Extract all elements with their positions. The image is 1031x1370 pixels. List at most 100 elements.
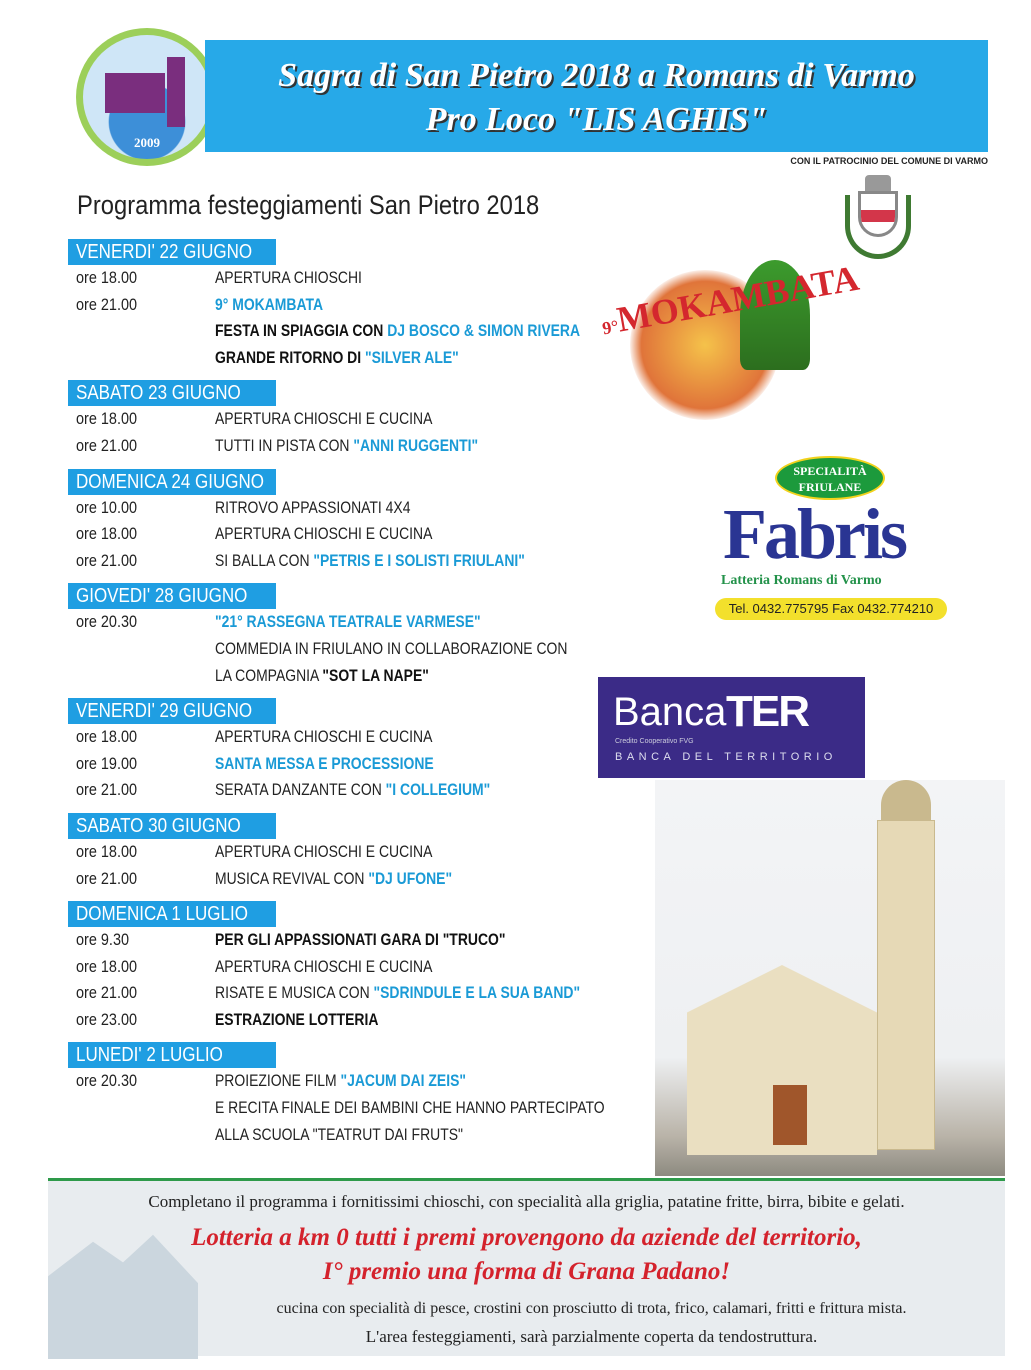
event-text: "SILVER ALE" <box>364 347 459 367</box>
event-row: ore 21.00 9° MOKAMBATA <box>68 292 628 319</box>
event-description: SI BALLA CON "PETRIS E I SOLISTI FRIULAN… <box>215 548 525 575</box>
event-text: SI BALLA CON <box>215 550 314 570</box>
day-label: DOMENICA 24 GIUGNO <box>76 470 264 493</box>
event-time: ore 18.00 <box>76 956 138 976</box>
event-time: ore 18.00 <box>76 727 138 747</box>
event-description: RISATE E MUSICA CON "SDRINDULE E LA SUA … <box>215 980 580 1007</box>
event-text: "JACUM DAI ZEIS" <box>340 1071 467 1091</box>
event-row: ALLA SCUOLA "TEATRUT DAI FRUTS" <box>68 1122 628 1149</box>
event-row: ore 18.00 APERTURA CHIOSCHI E CUCINA <box>68 839 628 866</box>
event-text: ALLA SCUOLA "TEATRUT DAI FRUTS" <box>215 1124 463 1144</box>
banca-ter-logo: Banca TER Credito Cooperativo FVG BANCA … <box>598 677 865 778</box>
event-text: APERTURA CHIOSCHI E CUCINA <box>215 727 433 747</box>
event-row: ore 9.30 PER GLI APPASSIONATI GARA DI "TR… <box>68 927 628 954</box>
banca-tagline: Credito Cooperativo FVG <box>615 738 694 745</box>
event-description: APERTURA CHIOSCHI E CUCINA <box>215 839 432 866</box>
event-row: ore 18.00 APERTURA CHIOSCHI E CUCINA <box>68 406 628 433</box>
event-time: ore 21.00 <box>76 550 138 570</box>
day-section: DOMENICA 1 LUGLIO ore 9.30 PER GLI APPASSI… <box>68 901 628 1033</box>
badge-line-2: FRIULANE <box>798 480 862 494</box>
church-photo <box>655 780 1005 1176</box>
event-time: ore 21.00 <box>76 868 138 888</box>
event-text: LA COMPAGNIA <box>215 665 323 685</box>
event-text: APERTURA CHIOSCHI E CUCINA <box>215 524 433 544</box>
day-header: VENERDI' 22 GIUGNO <box>68 239 276 265</box>
event-text: PER GLI APPASSIONATI GARA DI "TRUCO" <box>215 930 506 950</box>
event-description: APERTURA CHIOSCHI E CUCINA <box>215 724 432 751</box>
schedule: VENERDI' 22 GIUGNO ore 18.00 APERTURA CHIO… <box>68 239 628 1157</box>
day-label: LUNEDI' 2 LUGLIO <box>76 1044 223 1067</box>
event-description: FESTA IN SPIAGGIA CON DJ BOSCO & SIMON R… <box>215 318 580 345</box>
event-time: ore 18.00 <box>76 524 138 544</box>
event-description: PER GLI APPASSIONATI GARA DI "TRUCO" <box>215 927 505 954</box>
event-row: ore 21.00 SI BALLA CON "PETRIS E I SOLIST… <box>68 548 628 575</box>
fabris-subtitle: Latteria Romans di Varmo <box>721 573 882 588</box>
event-time: ore 18.00 <box>76 268 138 287</box>
event-text: DJ BOSCO & SIMON RIVERA <box>387 321 581 341</box>
day-section: VENERDI' 29 GIUGNO ore 18.00 APERTURA CHIO… <box>68 698 628 804</box>
event-row: ore 18.00 APERTURA CHIOSCHI E CUCINA <box>68 521 628 548</box>
event-text: "SOT LA NAPE" <box>322 665 429 685</box>
lottery-line-2: I° premio una forma di Grana Padano! <box>322 1258 731 1285</box>
event-description: APERTURA CHIOSCHI E CUCINA <box>215 521 432 548</box>
event-time: ore 18.00 <box>76 409 138 429</box>
event-text: APERTURA CHIOSCHI E CUCINA <box>215 409 433 429</box>
event-description: APERTURA CHIOSCHI E CUCINA <box>215 406 432 433</box>
footer-box: Completano il programma i fornitissimi c… <box>48 1178 1005 1359</box>
event-description: GRANDE RITORNO DI "SILVER ALE" <box>215 345 459 372</box>
fabris-name: Fabris <box>723 494 908 574</box>
day-label: SABATO 30 GIUGNO <box>76 814 241 837</box>
footer-tent: L'area festeggiamenti, sarà parzialmente… <box>365 1327 818 1346</box>
event-description: E RECITA FINALE DEI BAMBINI CHE HANNO PA… <box>215 1095 605 1122</box>
day-section: VENERDI' 22 GIUGNO ore 18.00 APERTURA CHIO… <box>68 239 628 371</box>
event-time: ore 18.00 <box>76 841 138 861</box>
day-header: VENERDI' 29 GIUGNO <box>68 698 276 725</box>
event-time: ore 20.30 <box>76 1071 138 1091</box>
event-description: SANTA MESSA E PROCESSIONE <box>215 751 434 778</box>
footer-kiosks: Completano il programma i fornitissimi c… <box>148 1192 905 1211</box>
event-row: ore 20.30 PROIEZIONE FILM "JACUM DAI ZEIS… <box>68 1068 628 1095</box>
event-description: 9° MOKAMBATA <box>215 292 323 319</box>
event-description: RITROVO APPASSIONATI 4X4 <box>215 495 410 522</box>
event-time: ore 21.00 <box>76 435 138 455</box>
event-time: ore 10.00 <box>76 497 138 517</box>
event-row: ore 23.00 ESTRAZIONE LOTTERIA <box>68 1007 628 1034</box>
title-banner: Sagra di San Pietro 2018 a Romans di Var… <box>205 40 988 152</box>
banca-subtitle: BANCA DEL TERRITORIO <box>615 751 837 763</box>
fabris-logo: SPECIALITÀ FRIULANE Fabris Latteria Roman… <box>715 456 950 626</box>
pro-loco-logo: 2009 <box>76 28 218 166</box>
event-text: RITROVO APPASSIONATI 4X4 <box>215 497 411 517</box>
fabris-badge: SPECIALITÀ FRIULANE <box>775 456 885 500</box>
event-time: ore 19.00 <box>76 753 138 773</box>
event-text: "ANNI RUGGENTI" <box>353 435 479 455</box>
banca-brand: TER <box>726 687 810 736</box>
event-row: FESTA IN SPIAGGIA CON DJ BOSCO & SIMON R… <box>68 318 628 345</box>
event-text: "DJ UFONE" <box>368 868 453 888</box>
event-time: ore 23.00 <box>76 1009 138 1029</box>
event-text: E RECITA FINALE DEI BAMBINI CHE HANNO PA… <box>215 1098 605 1118</box>
event-row: COMMEDIA IN FRIULANO IN COLLABORAZIONE C… <box>68 636 628 663</box>
day-header: SABATO 30 GIUGNO <box>68 812 276 839</box>
event-row: ore 21.00 TUTTI IN PISTA CON "ANNI RUGGEN… <box>68 433 628 460</box>
event-description: APERTURA CHIOSCHI E CUCINA <box>215 954 432 981</box>
event-text: APERTURA CHIOSCHI E CUCINA <box>215 841 433 861</box>
event-row: ore 21.00 SERATA DANZANTE CON "I COLLEGIU… <box>68 777 628 804</box>
day-header: GIOVEDI' 28 GIUGNO <box>68 583 276 610</box>
event-text: ESTRAZIONE LOTTERIA <box>215 1009 379 1029</box>
event-text: TUTTI IN PISTA CON <box>215 435 354 455</box>
event-text: "I COLLEGIUM" <box>385 780 491 800</box>
event-text: RISATE E MUSICA CON <box>215 983 374 1003</box>
event-row: ore 21.00 RISATE E MUSICA CON "SDRINDULE … <box>68 980 628 1007</box>
fabris-contact: Tel. 0432.775795 Fax 0432.774210 <box>715 598 947 620</box>
event-description: TUTTI IN PISTA CON "ANNI RUGGENTI" <box>215 433 478 460</box>
event-text: SANTA MESSA E PROCESSIONE <box>215 753 434 773</box>
event-text: FESTA IN SPIAGGIA CON <box>215 321 388 341</box>
day-header: SABATO 23 GIUGNO <box>68 380 276 407</box>
event-row: ore 20.30 "21° RASSEGNA TEATRALE VARMESE" <box>68 609 628 636</box>
event-description: PROIEZIONE FILM "JACUM DAI ZEIS" <box>215 1068 466 1095</box>
event-time: ore 9.30 <box>76 930 130 950</box>
mokambata-logo: 9°MOKAMBATA <box>600 250 862 430</box>
event-text: "PETRIS E I SOLISTI FRIULANI" <box>313 550 525 570</box>
event-text: "21° RASSEGNA TEATRALE VARMESE" <box>215 612 481 632</box>
event-text: "SDRINDULE E LA SUA BAND" <box>373 983 581 1003</box>
